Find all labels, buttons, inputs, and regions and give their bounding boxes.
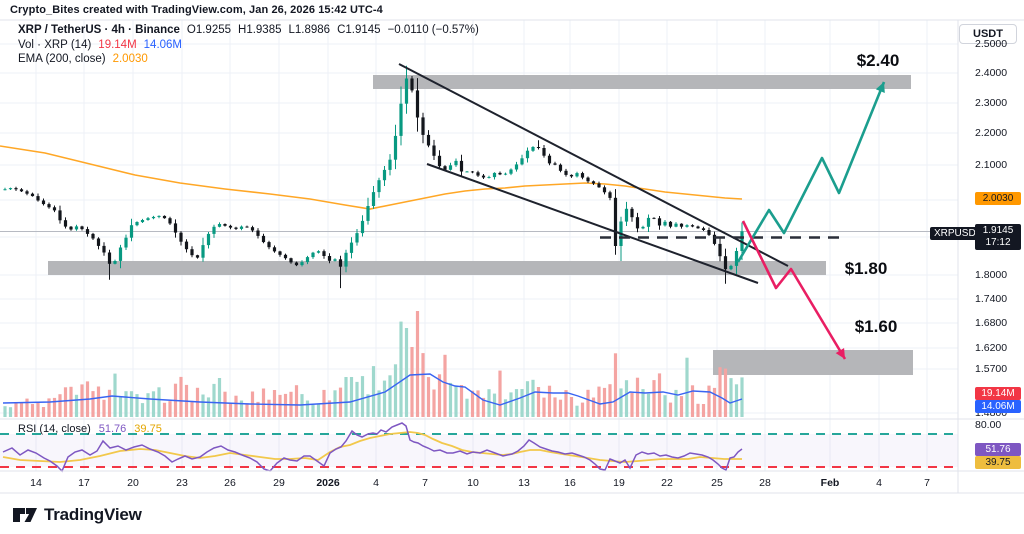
time-axis-label: 13 — [518, 477, 530, 489]
volume-ma-axis-label: 14.06M — [975, 400, 1021, 413]
bearish-scenario-arrow — [741, 220, 847, 360]
time-axis-label: 10 — [467, 477, 479, 489]
price-axis-label: 1.6200 — [975, 342, 1008, 354]
price-target-label: $1.60 — [854, 317, 898, 336]
ohlc-open: O1.9255 — [186, 24, 232, 36]
supply-demand-zone — [713, 350, 913, 375]
change-value: −0.0110 (−0.57%) — [387, 24, 479, 36]
rsi-ma-value: 39.75 — [134, 423, 162, 435]
ema-200-line — [0, 145, 743, 210]
trendline — [398, 63, 789, 267]
price-target-label: $2.40 — [856, 51, 900, 70]
attribution: Crypto_Bites created with TradingView.co… — [10, 4, 383, 16]
ohlc-high: H1.9385 — [238, 24, 282, 36]
tradingview-logo-text: TradingView — [44, 505, 142, 524]
tradingview-logo[interactable]: TradingView — [12, 505, 142, 525]
supply-demand-zone — [373, 75, 911, 89]
time-axis-label: Feb — [820, 477, 840, 489]
ohlc-low: L1.8986 — [288, 24, 331, 36]
time-axis-label: 7 — [924, 477, 930, 489]
last-price-value: 1.9145 — [982, 225, 1014, 236]
time-axis-label: 2026 — [316, 477, 340, 489]
volume-axis-label: 19.14M — [975, 387, 1021, 400]
rsi-line — [2, 422, 743, 473]
rsi-label: RSI (14, close) — [18, 423, 91, 435]
time-axis-label: 26 — [224, 477, 236, 489]
volume-label: Vol · XRP (14) — [18, 38, 92, 51]
price-axis-label: 80.00 — [975, 419, 1002, 431]
ema-label: EMA (200, close) — [18, 53, 106, 65]
volume-ma-value: 14.06M — [143, 38, 183, 51]
time-axis-label: 23 — [176, 477, 188, 489]
last-price-axis-label: 1.9145 17:12 — [975, 224, 1021, 250]
ema-value: 2.0030 — [112, 53, 148, 65]
volume-value: 19.14M — [98, 38, 137, 51]
bar-countdown: 17:12 — [985, 237, 1011, 248]
trendline — [426, 163, 759, 284]
currency-toggle-button[interactable]: USDT — [959, 24, 1017, 44]
price-axis-label: 2.3000 — [975, 97, 1008, 109]
price-target-label: $1.80 — [844, 259, 888, 278]
time-axis-label: 14 — [30, 477, 42, 489]
time-axis-label: 4 — [876, 477, 882, 489]
rsi-axis-label: 51.76 — [975, 443, 1021, 456]
time-axis-label: 22 — [661, 477, 673, 489]
volume-ma-line — [2, 373, 743, 406]
price-axis-label: 2.5000 — [975, 38, 1008, 50]
symbol-axis-tag: XRPUSDT — [930, 227, 986, 240]
time-axis-label: 29 — [273, 477, 285, 489]
volume-legend-row: Vol · XRP (14) 19.14M 14.06M — [18, 38, 479, 53]
time-axis-label: 4 — [373, 477, 379, 489]
rsi-legend-row: RSI (14, close) 51.76 39.75 — [18, 423, 162, 435]
rsi-value: 51.76 — [98, 423, 127, 435]
chart-legend: XRP / TetherUS · 4h · Binance O1.9255 H1… — [18, 23, 479, 67]
volume-bars — [3, 311, 744, 417]
price-axis-label: 2.2000 — [975, 127, 1008, 139]
price-axis-label: 2.1000 — [975, 159, 1008, 171]
tradingview-logo-icon — [13, 508, 37, 522]
time-axis-label: 7 — [422, 477, 428, 489]
time-axis-label: 20 — [127, 477, 139, 489]
bullish-scenario-arrow — [736, 81, 886, 263]
time-axis-label: 16 — [564, 477, 576, 489]
time-axis-label: 17 — [78, 477, 90, 489]
candles — [3, 65, 744, 289]
symbol-legend-row: XRP / TetherUS · 4h · Binance O1.9255 H1… — [18, 23, 479, 38]
price-axis-label: 1.8000 — [975, 269, 1008, 281]
price-axis-label: 2.4000 — [975, 67, 1008, 79]
ema-axis-label: 2.0030 — [975, 192, 1021, 205]
price-axis-label: 1.6800 — [975, 317, 1008, 329]
rsi-ma-axis-label: 39.75 — [975, 456, 1021, 469]
symbol-title: XRP / TetherUS · 4h · Binance — [18, 24, 180, 36]
price-axis-label: 1.5700 — [975, 363, 1008, 375]
time-axis-label: 28 — [759, 477, 771, 489]
supply-demand-zone — [48, 261, 826, 275]
time-axis-label: 19 — [613, 477, 625, 489]
time-axis-label: 25 — [711, 477, 723, 489]
ohlc-close: C1.9145 — [337, 24, 381, 36]
price-axis-label: 1.7400 — [975, 293, 1008, 305]
ema-legend-row: EMA (200, close) 2.0030 — [18, 52, 479, 67]
